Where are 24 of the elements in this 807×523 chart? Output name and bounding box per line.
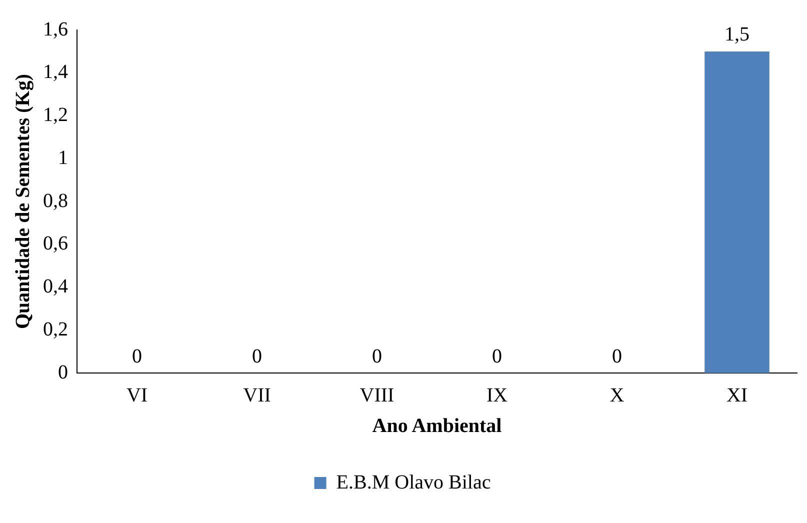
x-tick-label: VI: [126, 384, 148, 406]
y-tick-label: 0: [58, 361, 68, 384]
y-axis-title: Quantidade de Sementes (Kg): [12, 74, 34, 329]
y-tick-label: 0,4: [43, 276, 68, 298]
y-tick-label: 1,4: [43, 61, 68, 84]
legend-label: E.B.M Olavo Bilac: [336, 471, 491, 494]
x-tick-label: XI: [726, 384, 748, 406]
data-label: 0: [372, 345, 382, 368]
y-tick-label: 0,6: [43, 232, 68, 255]
x-axis-title: Ano Ambiental: [372, 415, 502, 438]
y-tick-label: 0,8: [43, 190, 68, 212]
x-tick-label: VII: [243, 384, 271, 406]
y-tick-label: 1,2: [43, 104, 68, 126]
y-tick-label: 1: [58, 146, 68, 169]
x-tick-label: VIII: [360, 384, 394, 406]
data-label: 0: [612, 345, 622, 368]
data-label: 1,5: [724, 24, 750, 46]
x-tick-label: X: [610, 384, 625, 406]
x-tick-label: IX: [486, 384, 508, 406]
data-label: 0: [492, 345, 502, 368]
data-label: 0: [252, 345, 262, 368]
data-label: 0: [132, 345, 142, 368]
y-tick-label: 0,2: [43, 318, 68, 340]
y-tick-label: 1,6: [43, 18, 68, 40]
